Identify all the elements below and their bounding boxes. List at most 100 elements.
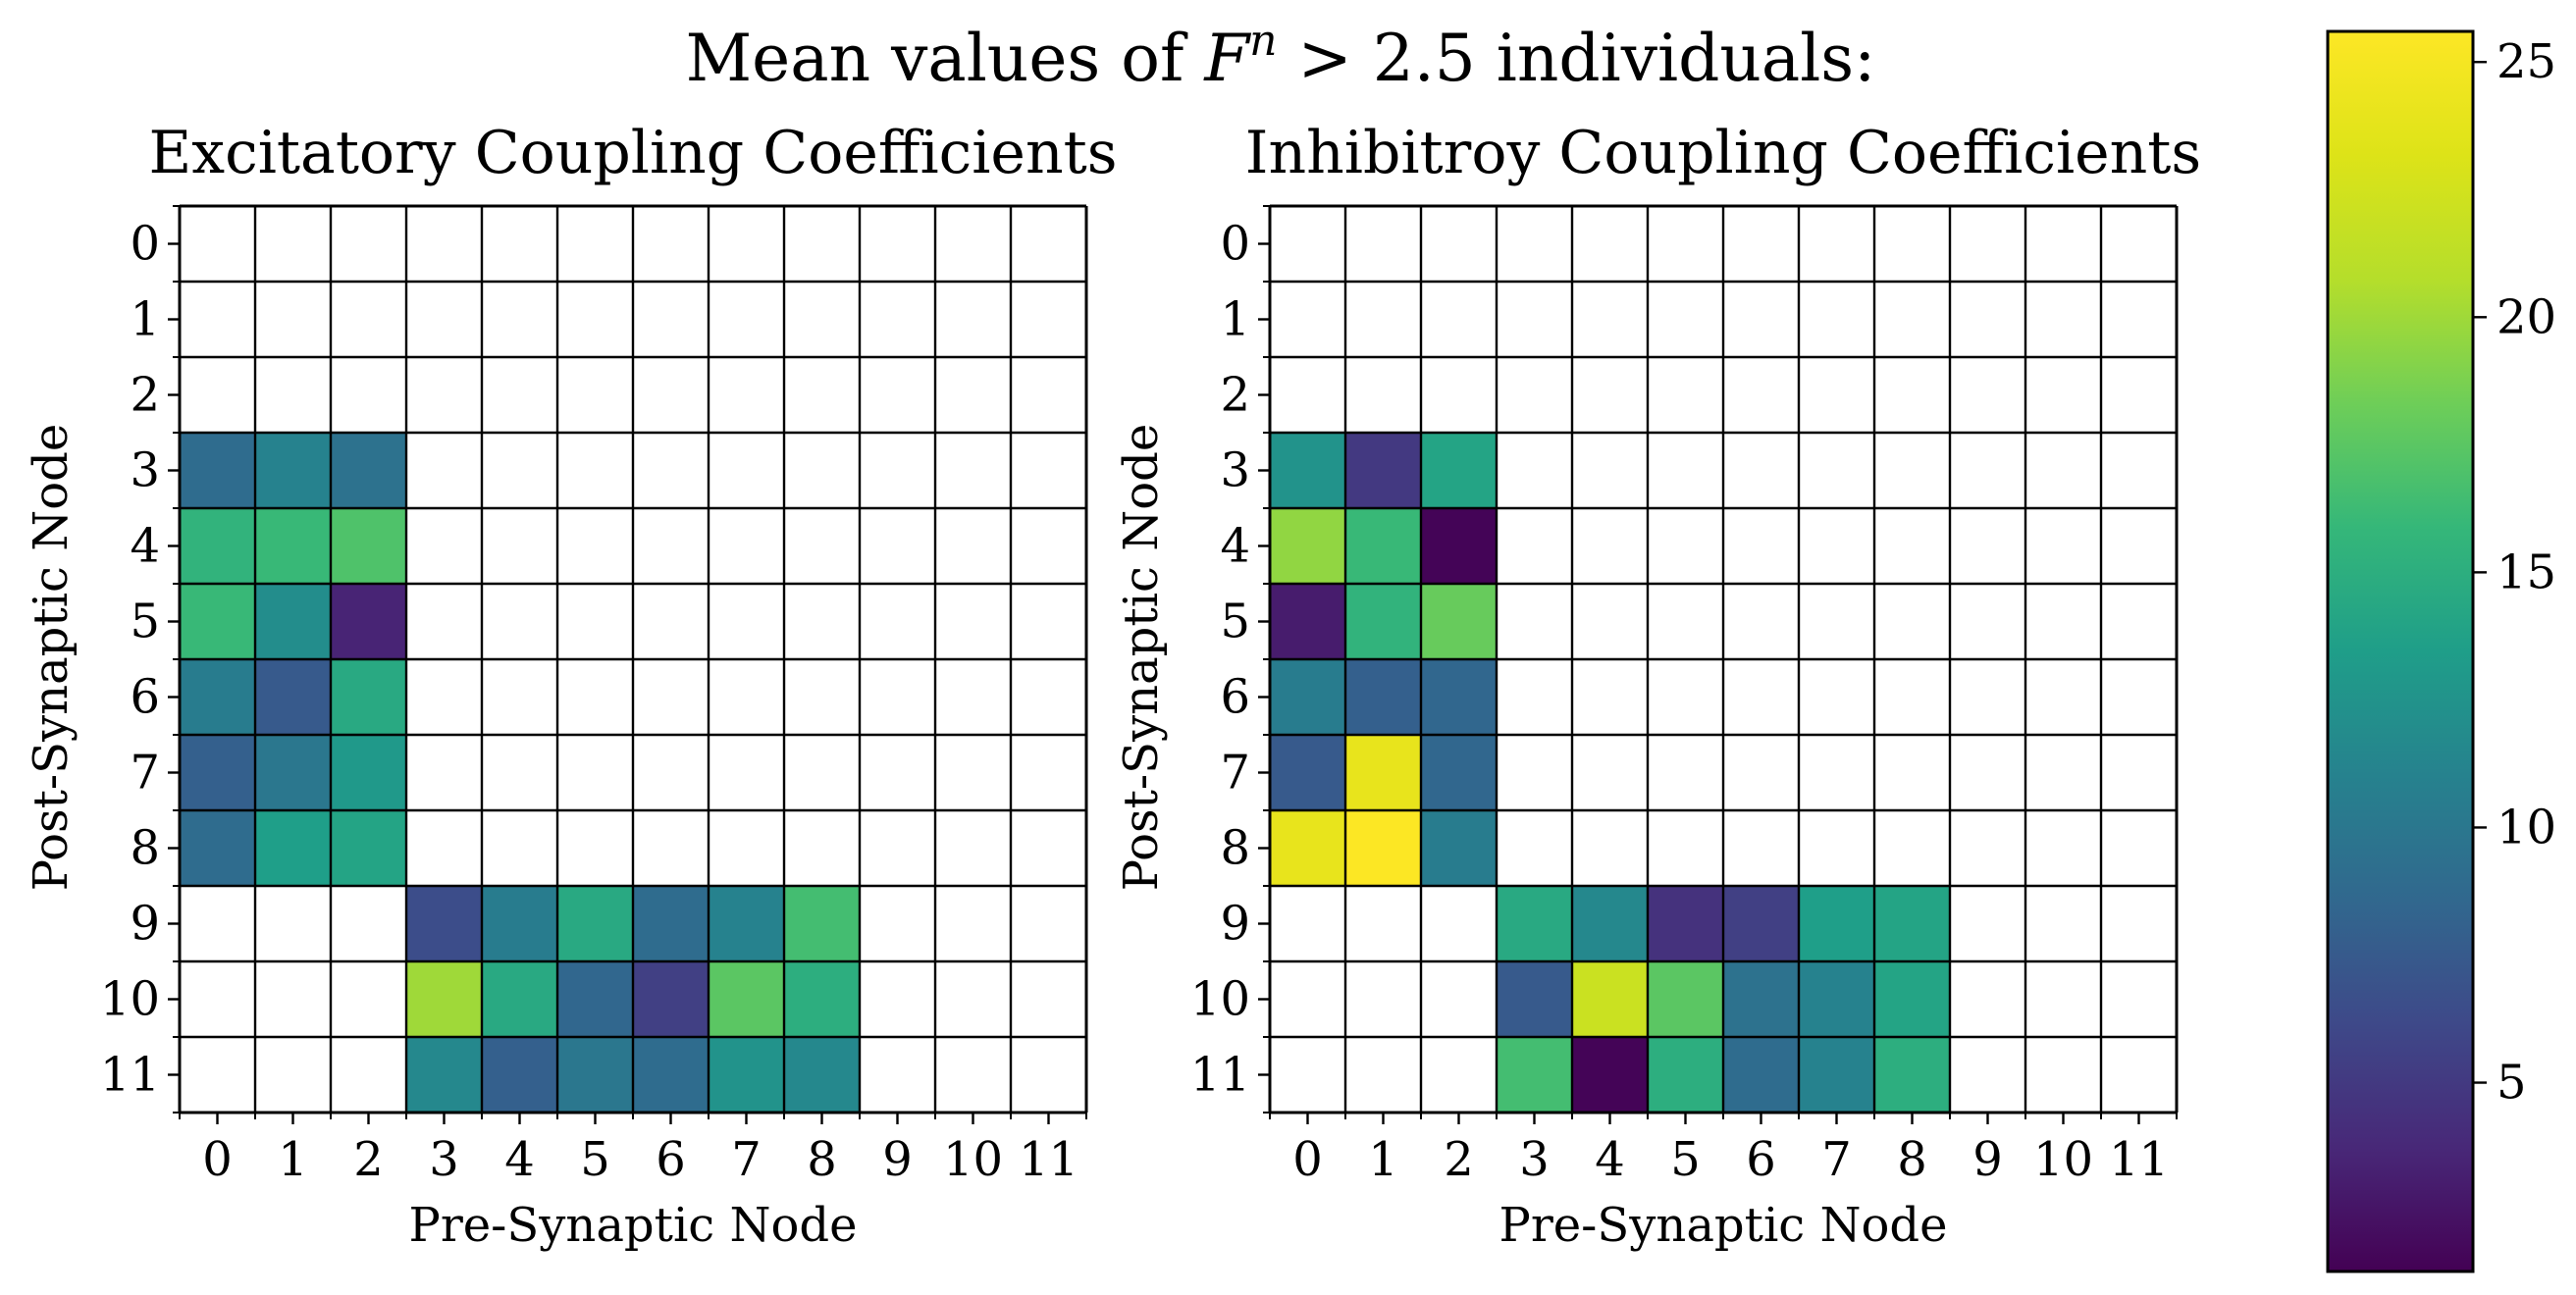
colorbar-tick-label: 5	[2497, 1056, 2527, 1111]
heatmap-cell	[1270, 659, 1346, 736]
heatmap-cell	[633, 886, 710, 962]
inhibitory-cells	[1270, 433, 1951, 1114]
x-tick-label: 0	[1292, 1132, 1323, 1187]
heatmap-cell	[255, 735, 332, 811]
heatmap-cell	[557, 1037, 634, 1114]
x-tick-label: 1	[278, 1132, 308, 1187]
y-tick-label: 3	[1220, 443, 1250, 498]
heatmap-cell	[482, 886, 558, 962]
heatmap-cell	[1497, 961, 1573, 1038]
colorbar: 5 10 15 20 25	[2326, 29, 2556, 1273]
heatmap-cell	[1648, 1037, 1724, 1114]
y-tick-label: 11	[1190, 1048, 1250, 1103]
x-tick-label: 2	[1444, 1132, 1474, 1187]
heatmap-cell	[1723, 961, 1800, 1038]
heatmap-cell	[1345, 659, 1422, 736]
heatmap-cell	[1270, 810, 1346, 887]
y-tick-label: 2	[1220, 368, 1250, 423]
x-tick-label: 5	[580, 1132, 610, 1187]
heatmap-cell	[1874, 1037, 1951, 1114]
y-tick-label: 1	[1220, 292, 1250, 347]
heatmap-cell	[1723, 886, 1800, 962]
heatmap-cell	[1799, 1037, 1875, 1114]
heatmap-cell	[255, 810, 332, 887]
y-tick-label: 6	[130, 670, 160, 725]
x-tick-label: 3	[429, 1132, 459, 1187]
y-tick-label: 8	[1220, 821, 1250, 876]
y-tick-label: 4	[1220, 519, 1250, 574]
excitatory-x-axis-label: Pre-Synaptic Node	[409, 1198, 858, 1253]
y-tick-label: 0	[1220, 217, 1250, 272]
x-tick-label: 9	[882, 1132, 913, 1187]
y-tick-label: 11	[100, 1048, 160, 1103]
heatmap-cell	[1421, 433, 1498, 509]
heatmap-cell	[709, 961, 785, 1038]
x-tick-label: 11	[2109, 1132, 2169, 1187]
x-tick-label: 8	[807, 1132, 837, 1187]
heatmap-cell	[1421, 584, 1498, 660]
heatmap-cell	[1270, 584, 1346, 660]
heatmap-cell	[255, 584, 332, 660]
y-tick-label: 10	[100, 972, 160, 1027]
heatmap-cell	[482, 1037, 558, 1114]
heatmap-cell	[784, 961, 861, 1038]
inhibitory-heatmap-panel: Inhibitroy Coupling Coefficients 0011223…	[1114, 119, 2201, 1253]
y-tick-label: 2	[130, 368, 160, 423]
heatmap-cell	[1270, 508, 1346, 585]
heatmap-cell	[1648, 961, 1724, 1038]
heatmap-cell	[180, 735, 256, 811]
heatmap-cell	[633, 1037, 710, 1114]
heatmap-cell	[1572, 1037, 1649, 1114]
heatmap-cell	[1497, 1037, 1573, 1114]
x-tick-label: 9	[1972, 1132, 2003, 1187]
heatmap-cell	[1421, 735, 1498, 811]
heatmap-cell	[255, 433, 332, 509]
y-tick-label: 0	[130, 217, 160, 272]
heatmap-cell	[1270, 735, 1346, 811]
heatmap-cell	[1270, 433, 1346, 509]
excitatory-grid	[178, 204, 1088, 1114]
heatmap-cell	[1345, 810, 1422, 887]
heatmap-cell	[180, 810, 256, 887]
heatmap-cell	[180, 659, 256, 736]
x-tick-label: 1	[1368, 1132, 1398, 1187]
x-tick-label: 2	[353, 1132, 384, 1187]
heatmap-cell	[406, 886, 483, 962]
heatmap-cell	[331, 810, 407, 887]
heatmap-cell	[180, 508, 256, 585]
heatmap-cell	[180, 433, 256, 509]
x-tick-label: 4	[504, 1132, 535, 1187]
colorbar-gradient	[2326, 29, 2475, 1273]
heatmap-cell	[1345, 508, 1422, 585]
heatmap-cell	[1874, 886, 1951, 962]
heatmap-cell	[406, 961, 483, 1038]
heatmap-cell	[331, 584, 407, 660]
colorbar-tick-label: 25	[2497, 34, 2556, 89]
inhibitory-y-axis-label: Post-Synaptic Node	[1114, 424, 1169, 891]
y-tick-label: 4	[130, 519, 160, 574]
heatmap-cell	[784, 1037, 861, 1114]
heatmap-cell	[1648, 886, 1724, 962]
excitatory-cells	[180, 433, 861, 1114]
inhibitory-x-axis-label: Pre-Synaptic Node	[1499, 1198, 1948, 1253]
heatmap-cell	[1572, 961, 1649, 1038]
heatmap-cell	[482, 961, 558, 1038]
heatmap-cell	[331, 659, 407, 736]
colorbar-ticks: 5 10 15 20 25	[2473, 34, 2556, 1111]
x-tick-label: 10	[2033, 1132, 2093, 1187]
heatmap-cell	[1421, 659, 1498, 736]
x-tick-label: 4	[1595, 1132, 1625, 1187]
y-tick-label: 9	[1220, 897, 1250, 952]
y-tick-label: 7	[130, 746, 160, 801]
y-tick-label: 10	[1190, 972, 1250, 1027]
colorbar-tick-label: 10	[2497, 800, 2556, 855]
y-tick-label: 6	[1220, 670, 1250, 725]
inhibitory-chart-title: Inhibitroy Coupling Coefficients	[1245, 119, 2201, 187]
heatmap-cell	[406, 1037, 483, 1114]
heatmap-cell	[1799, 961, 1875, 1038]
heatmap-cell	[784, 886, 861, 962]
x-tick-label: 10	[943, 1132, 1003, 1187]
excitatory-heatmap-panel: Excitatory Coupling Coefficients 0011223…	[24, 119, 1117, 1253]
heatmap-cell	[331, 508, 407, 585]
x-tick-label: 6	[1746, 1132, 1776, 1187]
